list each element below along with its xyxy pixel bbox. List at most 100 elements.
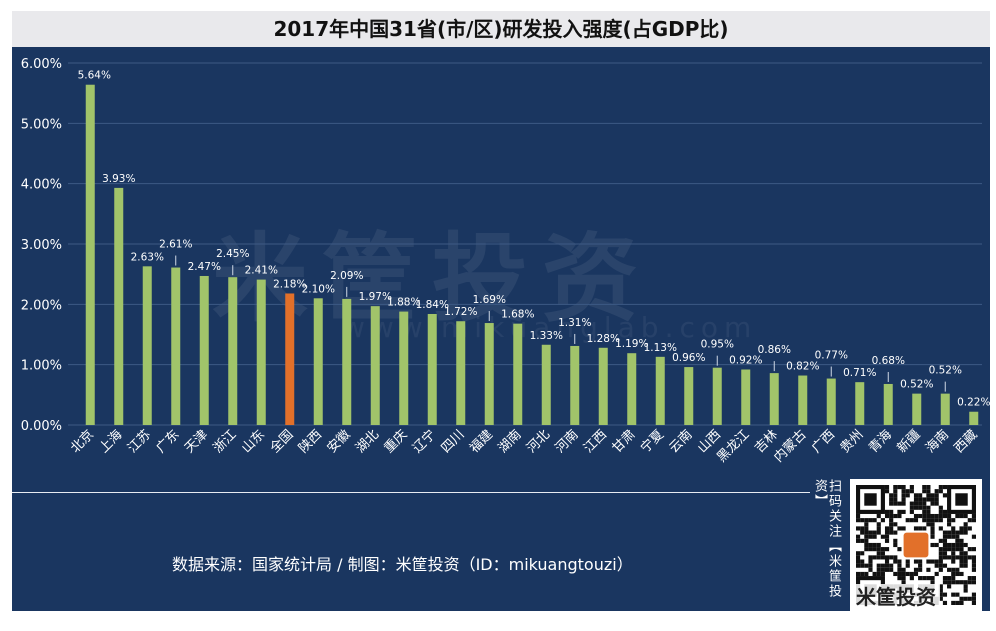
bar [541,344,551,425]
data-label: 1.13% [644,342,677,354]
category-label: 河北 [524,427,553,456]
qr-module [955,555,960,560]
qr-module [880,547,885,552]
qr-module [926,489,931,494]
qr-module [942,513,948,519]
bar [199,275,209,425]
qr-module [930,497,935,502]
qr-module [889,530,894,535]
qr-module [864,542,869,548]
qr-module [913,559,919,564]
qr-module [884,530,890,535]
qr-module [951,580,956,585]
y-tick-label: 5.00% [21,117,62,132]
qr-module [897,526,902,531]
bar [513,323,523,425]
qr-module [930,530,935,535]
bar [484,323,494,425]
qr-finder [864,493,877,506]
qr-module [971,567,976,572]
qr-module [971,592,976,597]
qr-module [963,522,968,527]
bar [142,266,152,425]
qr-module [942,551,948,556]
qr-module [860,518,865,523]
y-tick-label: 1.00% [21,359,62,374]
qr-module [901,485,906,490]
qr-module [959,551,964,556]
bar [313,298,323,425]
data-label: 1.72% [444,306,477,318]
qr-module [934,497,939,502]
qr-module [880,571,885,577]
qr-module [884,489,890,494]
category-label: 广东 [154,427,183,456]
qr-module [971,559,976,564]
qr-module [856,563,861,568]
qr-module [864,571,869,577]
qr-module [938,596,943,601]
qr-module [963,513,968,519]
bar [712,367,722,425]
qr-module [897,501,902,506]
qr-module [880,534,885,539]
qr-module [872,555,877,560]
qr-module [959,513,964,519]
qr-module [884,555,890,560]
qr-module [876,542,881,548]
qr-module [864,518,869,523]
qr-module [913,513,919,519]
qr-module [947,542,952,548]
qr-module [951,576,956,581]
qr-module [951,559,956,564]
category-label: 新疆 [894,427,924,457]
qr-module [893,538,898,543]
qr-module [864,547,869,552]
chart-panel: 2017年中国31省(市/区)研发投入强度(占GDP比) 米筐投资 www.mi… [12,11,990,611]
bar [855,382,865,425]
source-note: 数据来源：国家统计局 / 制图：米筐投资（ID：mikuangtouzi） [172,555,633,574]
qr-module [959,571,964,577]
qr-module [872,530,877,535]
qr-module [905,563,910,568]
qr-module [942,600,948,605]
data-label: 0.77% [815,350,848,362]
qr-module [942,538,948,543]
qr-module [951,600,956,605]
bar [655,356,665,425]
category-label: 天津 [182,427,211,456]
qr-module [889,526,894,531]
qr-module [955,538,960,543]
data-label: 2.41% [245,265,278,277]
qr-module [942,509,948,514]
qr-module [884,534,890,539]
qr-module [880,555,885,560]
qr-module [868,567,873,572]
qr-module [934,518,939,523]
qr-module [938,563,943,568]
bar [798,375,808,425]
qr-module [884,567,890,572]
qr-module [893,522,898,527]
qr-module [893,513,898,519]
qr-module [876,513,881,519]
qr-module [967,580,972,585]
qr-module [860,563,865,568]
qr-module [909,501,914,506]
qr-module [963,542,968,548]
data-label: 1.88% [387,297,420,309]
qr-module [942,542,948,548]
qr-module [951,526,956,531]
qr-finder [955,493,968,506]
qr-center-logo [903,532,929,558]
qr-module [955,534,960,539]
qr-module [922,513,927,519]
qr-module [955,513,960,519]
qr-module [897,567,902,572]
qr-module [876,571,881,577]
category-label: 河南 [552,427,582,457]
qr-module [901,576,906,581]
y-tick-label: 6.00% [21,57,62,72]
qr-module [868,534,873,539]
data-label: 0.71% [843,367,876,379]
